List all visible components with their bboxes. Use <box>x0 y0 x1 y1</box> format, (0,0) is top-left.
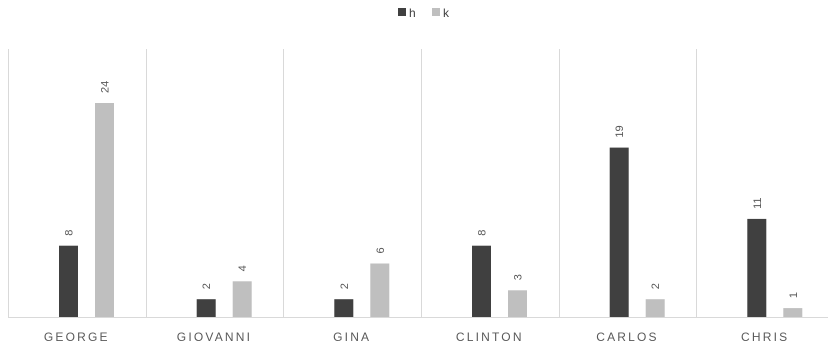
bar-k-chris <box>783 308 803 317</box>
legend-swatch-k <box>432 8 440 16</box>
bar-h-carlos <box>609 147 629 317</box>
data-label-h-george: 8 <box>64 230 76 236</box>
bar-k-clinton <box>508 290 527 318</box>
bar-k-giovanni <box>232 281 252 317</box>
data-label-h-carlos: 19 <box>614 125 626 137</box>
bars <box>59 103 803 318</box>
bar-k-gina <box>370 263 390 317</box>
bar-h-chris <box>747 218 767 317</box>
x-tick-label-clinton: CLINTON <box>456 330 524 344</box>
legend-label-k: k <box>443 6 450 20</box>
x-tick-label-giovanni: GIOVANNI <box>177 330 252 344</box>
bar-h-george <box>59 245 78 317</box>
data-label-k-giovanni: 4 <box>237 265 249 271</box>
bar-k-carlos <box>645 299 665 317</box>
x-tick-label-chris: CHRIS <box>741 330 789 344</box>
bar-h-clinton <box>472 245 491 317</box>
bar-h-gina <box>334 299 354 317</box>
x-tick-label-carlos: CARLOS <box>596 330 659 344</box>
x-tick-label-gina: GINA <box>333 330 371 344</box>
legend-swatch-h <box>398 8 406 16</box>
data-label-k-chris: 1 <box>788 292 800 298</box>
bar-k-george <box>95 103 114 317</box>
x-tick-label-george: GEORGE <box>44 330 110 344</box>
category-separators <box>8 49 697 317</box>
data-label-h-chris: 11 <box>752 197 764 208</box>
data-label-k-clinton: 3 <box>513 274 525 280</box>
data-label-k-gina: 6 <box>375 247 387 253</box>
data-label-k-carlos: 2 <box>650 283 662 289</box>
data-label-h-gina: 2 <box>339 283 351 289</box>
bar-h-giovanni <box>196 299 216 317</box>
data-label-h-giovanni: 2 <box>201 283 213 289</box>
x-tick-labels: GEORGE GIOVANNI GINA CLINTON CARLOS CHRIS <box>44 330 789 344</box>
legend-label-h: h <box>409 6 416 20</box>
data-label-k-george: 24 <box>100 81 112 93</box>
data-label-h-clinton: 8 <box>477 230 489 236</box>
